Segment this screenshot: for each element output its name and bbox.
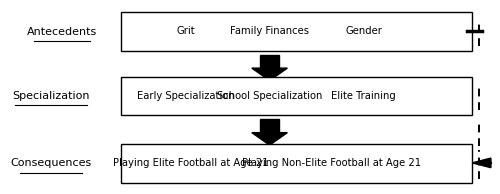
Text: Grit: Grit: [176, 26, 195, 36]
Bar: [122, 77, 472, 115]
Text: Gender: Gender: [345, 26, 382, 36]
Text: Consequences: Consequences: [10, 158, 92, 168]
Text: Antecedents: Antecedents: [27, 27, 97, 36]
Bar: [260, 55, 279, 68]
Text: School Specialization: School Specialization: [217, 91, 322, 101]
Polygon shape: [252, 68, 288, 81]
Bar: [122, 144, 472, 183]
Polygon shape: [252, 133, 288, 145]
Text: Early Specialization: Early Specialization: [137, 91, 234, 101]
Text: Playing Non-Elite Football at Age 21: Playing Non-Elite Football at Age 21: [242, 158, 421, 168]
Bar: [122, 12, 472, 51]
Text: Playing Elite Football at Age 21: Playing Elite Football at Age 21: [112, 158, 268, 168]
Text: Specialization: Specialization: [12, 91, 90, 101]
Polygon shape: [472, 158, 491, 168]
Text: Elite Training: Elite Training: [331, 91, 396, 101]
Text: Family Finances: Family Finances: [230, 26, 309, 36]
Bar: [260, 119, 279, 133]
